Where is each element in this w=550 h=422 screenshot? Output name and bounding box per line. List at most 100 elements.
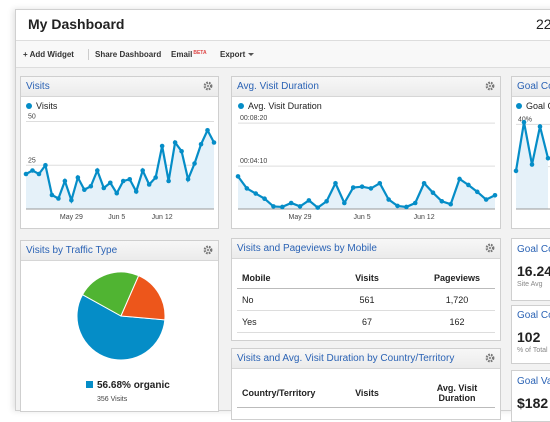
page-title: My Dashboard	[28, 16, 125, 32]
settings-icon[interactable]	[485, 353, 495, 363]
data-point	[198, 141, 204, 147]
share-button[interactable]: Share Dashboard	[95, 50, 162, 59]
dashboard-page: {"header": {"title": "My Dashboard", "da…	[15, 9, 550, 422]
metric-value: 102	[517, 329, 541, 345]
area	[238, 176, 495, 209]
goal-widget: Goal Co Goal C40%20%	[511, 76, 550, 229]
data-point	[297, 204, 303, 209]
add-widget-button[interactable]: + Add Widget	[23, 50, 74, 59]
slice-label: organic	[134, 380, 171, 391]
table-header-row: Country/Territory Visits Avg. Visit Dura…	[237, 379, 495, 408]
table-header-row: Mobile Visits Pageviews	[237, 267, 495, 289]
column-header: Avg. Visit Duration	[436, 383, 478, 403]
legend-marker	[516, 103, 522, 109]
export-button[interactable]: Export	[220, 50, 255, 59]
data-point	[529, 162, 535, 167]
legend-marker	[238, 103, 244, 109]
column-header: Visits	[355, 272, 379, 283]
data-point	[288, 200, 294, 206]
data-point	[166, 178, 171, 184]
date-range[interactable]: 22	[536, 16, 550, 32]
data-point	[88, 183, 94, 189]
widget-header: Visits and Pageviews by Mobile	[232, 239, 500, 259]
metric-title[interactable]: Goal Co	[517, 244, 550, 255]
data-point	[404, 204, 409, 210]
legend-marker	[26, 103, 32, 109]
x-tick-label: May 29	[60, 214, 83, 221]
widget-title[interactable]: Visits	[26, 81, 50, 92]
settings-icon[interactable]	[203, 245, 213, 255]
x-tick-label: May 29	[289, 214, 312, 221]
metric-value: 16.24	[517, 263, 550, 279]
settings-icon[interactable]	[203, 81, 213, 91]
export-label: Export	[220, 50, 246, 59]
data-point	[56, 196, 61, 201]
data-point	[253, 191, 259, 196]
data-point	[127, 176, 133, 182]
data-point	[513, 168, 519, 174]
data-point	[483, 197, 489, 202]
settings-icon[interactable]	[485, 81, 495, 91]
data-point	[430, 190, 436, 195]
legend-label: Goal C	[526, 101, 550, 111]
data-point	[140, 168, 145, 173]
data-point	[333, 180, 338, 186]
beta-badge: BETA	[193, 50, 207, 56]
metric-note: Site Avg	[517, 281, 543, 288]
data-point	[69, 197, 74, 203]
data-point	[43, 162, 48, 168]
duration-widget: Avg. Visit Duration Avg. Visit Duration 0…	[231, 76, 501, 229]
line-chart: Avg. Visit Duration 00:08:20 00:04:10 May 2…	[235, 101, 498, 221]
widget-title[interactable]: Goal Co	[517, 81, 550, 92]
table-cell: 561	[359, 294, 375, 305]
widget-header: Visits	[21, 77, 218, 97]
line-chart: Visits 25 50 May 29 Jun 5 Jun 12	[23, 101, 217, 221]
data-point	[474, 189, 480, 195]
data-point	[324, 198, 329, 204]
table-cell: 162	[449, 316, 465, 327]
data-point	[466, 182, 471, 188]
data-point	[30, 168, 35, 173]
y-tick-label: 40%	[518, 116, 532, 123]
widget-header: Avg. Visit Duration	[232, 77, 500, 97]
data-point	[95, 168, 100, 173]
data-point	[23, 171, 29, 177]
line-chart: Goal C40%20%	[513, 101, 550, 210]
data-point	[49, 192, 55, 198]
x-tick-label: Jun 5	[108, 214, 125, 221]
data-point	[350, 185, 356, 190]
pie-slice	[120, 275, 166, 321]
pie-slice	[81, 271, 140, 317]
widget-title[interactable]: Visits by Traffic Type	[26, 245, 118, 256]
data-point	[545, 155, 550, 161]
legend-detail: 356 Visits	[97, 396, 128, 403]
data-point	[205, 127, 210, 133]
goal-metric: Goal Co 16.24 Site Avg	[511, 238, 550, 301]
data-point	[262, 196, 267, 201]
widget-title[interactable]: Visits and Pageviews by Mobile	[237, 243, 377, 254]
data-point	[537, 124, 543, 129]
data-point	[244, 186, 250, 191]
data-point	[457, 176, 462, 182]
widget-title[interactable]: Visits and Avg. Visit Duration by Countr…	[237, 353, 455, 364]
widget-title[interactable]: Avg. Visit Duration	[237, 81, 319, 92]
legend-label: Avg. Visit Duration	[248, 101, 322, 111]
data-point	[172, 140, 178, 145]
data-point	[146, 182, 152, 187]
data-point	[62, 178, 68, 184]
column-header: Country/Territory	[242, 388, 316, 398]
x-tick-label: Jun 5	[354, 214, 371, 221]
data-point	[377, 180, 383, 186]
metric-title[interactable]: Goal Va	[517, 376, 550, 387]
data-point	[36, 171, 42, 177]
email-button[interactable]: EmailBETA	[171, 50, 207, 59]
data-point	[448, 201, 453, 207]
mobile-widget: Visits and Pageviews by Mobile Mobile Vi…	[231, 238, 501, 341]
widget-header: Goal Co	[512, 77, 550, 97]
data-point	[120, 178, 126, 184]
widget-header: Visits by Traffic Type	[21, 241, 218, 261]
metric-title[interactable]: Goal Co	[517, 310, 550, 321]
goal-metric: Goal Va $182	[511, 370, 550, 422]
settings-icon[interactable]	[485, 243, 495, 253]
table-cell: No	[242, 294, 254, 305]
